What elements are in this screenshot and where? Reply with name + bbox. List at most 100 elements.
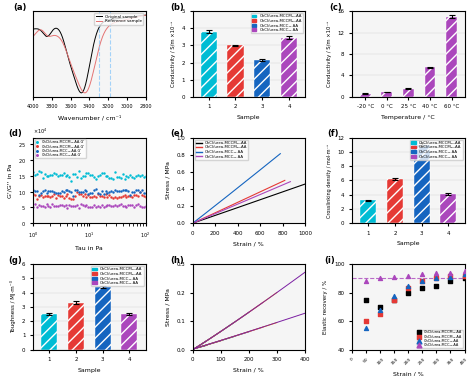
ChCl/urea-MCC₁₀-AA	[376, 307, 384, 313]
ChCl/urea-MCCM₂₀-AA	[391, 297, 398, 303]
ChCl/urea-MCC₁₀-AA-G'	[93, 187, 99, 191]
Original sample	[98, 23, 103, 28]
ChCl/urea-MCCM₂₀-AA	[363, 318, 370, 324]
ChCl/urea-MCC₂₀-AA	[447, 270, 454, 276]
ChCl/urea-MCC₂₀-AA-G'	[59, 203, 64, 208]
ChCl/urea-MCC₂₀-AA-G'	[143, 203, 148, 208]
ChCl/urea-MCCM₁₀-AA	[376, 304, 384, 310]
ChCl/urea-MCCM₁₀-AA-G'	[105, 174, 110, 179]
Line: ChCl/urea-MCC₁₀-AA-G': ChCl/urea-MCC₁₀-AA-G'	[32, 188, 146, 197]
Original sample	[84, 74, 90, 79]
ChCl/urea-MCCM₂₀-AA-G'	[143, 195, 148, 199]
Bar	[403, 89, 414, 97]
X-axis label: Strain / %: Strain / %	[393, 371, 424, 376]
ChCl/urea-MCCM₁₀-AA	[363, 297, 370, 303]
Legend: Original sample, Reference sample: Original sample, Reference sample	[94, 14, 144, 25]
ChCl/urea-MCC₁₀-AA-G'	[68, 190, 74, 194]
Legend: ChCl/urea-MCCM₁₀-AA-G', ChCl/urea-MCCM₂₀-AA-G', ChCl/urea-MCC₁₀-AA-G', ChCl/urea: ChCl/urea-MCCM₁₀-AA-G', ChCl/urea-MCCM₂₀…	[35, 139, 86, 158]
Y-axis label: Elastic recovery / %: Elastic recovery / %	[323, 280, 328, 334]
ChCl/urea-MCC₂₀-AA-G'	[30, 205, 36, 209]
ChCl/urea-MCC₁₀-AA-G'	[49, 189, 55, 193]
Text: (g): (g)	[9, 256, 22, 265]
Bar	[360, 200, 376, 223]
ChCl/urea-MCC₁₀-AA	[461, 271, 468, 277]
Y-axis label: G'/G'' in Pa: G'/G'' in Pa	[7, 163, 12, 198]
ChCl/urea-MCC₁₀-AA-G'	[30, 188, 36, 193]
X-axis label: Strain / %: Strain / %	[234, 241, 264, 246]
Bar	[446, 17, 457, 97]
Y-axis label: Conductivity / S/m ×10⁻³: Conductivity / S/m ×10⁻³	[171, 21, 176, 87]
Legend: ChCl/urea-MCCM₁₀-AA, ChCl/urea-MCCM₂₀-AA, ChCl/urea-MCC₁₀-AA, ChCl/urea-MCC₂₀-AA: ChCl/urea-MCCM₁₀-AA, ChCl/urea-MCCM₂₀-AA…	[410, 140, 463, 160]
Y-axis label: Stress / MPa: Stress / MPa	[166, 288, 171, 326]
Original sample	[140, 13, 146, 18]
X-axis label: Temperature / °C: Temperature / °C	[382, 115, 435, 120]
ChCl/urea-MCC₁₀-AA	[419, 278, 426, 284]
ChCl/urea-MCCM₂₀-AA	[376, 311, 384, 317]
ChCl/urea-MCC₁₀-AA	[433, 276, 440, 282]
ChCl/urea-MCC₂₀-AA	[419, 271, 426, 277]
ChCl/urea-MCCM₁₀-AA	[405, 290, 412, 296]
Line: Original sample: Original sample	[33, 15, 146, 93]
Bar	[387, 179, 403, 223]
ChCl/urea-MCCM₂₀-AA	[433, 276, 440, 282]
ChCl/urea-MCC₂₀-AA-G'	[66, 203, 72, 207]
ChCl/urea-MCC₁₀-AA	[447, 274, 454, 280]
ChCl/urea-MCCM₂₀-AA-G'	[66, 196, 72, 200]
ChCl/urea-MCCM₂₀-AA-G'	[59, 193, 64, 198]
ChCl/urea-MCC₂₀-AA-G'	[63, 203, 68, 208]
ChCl/urea-MCCM₂₀-AA-G'	[30, 192, 36, 196]
Reference sample	[98, 41, 103, 46]
Line: Reference sample: Reference sample	[33, 15, 146, 93]
Reference sample	[84, 88, 90, 93]
Reference sample	[30, 34, 36, 39]
Line: ChCl/urea-MCC₂₀-AA-G': ChCl/urea-MCC₂₀-AA-G'	[32, 203, 146, 209]
ChCl/urea-MCC₁₀-AA-G'	[105, 191, 110, 195]
ChCl/urea-MCCM₁₀-AA-G'	[63, 174, 68, 178]
X-axis label: Sample: Sample	[78, 368, 101, 373]
Text: (a): (a)	[13, 3, 27, 12]
Bar	[228, 45, 244, 97]
ChCl/urea-MCCM₁₀-AA	[391, 297, 398, 303]
ChCl/urea-MCCM₂₀-AA-G'	[103, 192, 109, 197]
ChCl/urea-MCC₁₀-AA-G'	[143, 190, 148, 195]
Bar	[41, 314, 57, 350]
ChCl/urea-MCC₁₀-AA-G'	[59, 189, 64, 194]
Legend: ChCl/urea-MCCM₁₀-AA, ChCl/urea-MCCM₂₀-AA, ChCl/urea-MCC₁₀-AA, ChCl/urea-MCC₂₀-AA: ChCl/urea-MCCM₁₀-AA, ChCl/urea-MCCM₂₀-AA…	[91, 266, 144, 286]
Y-axis label: Crosslinking density / mol·m⁻³: Crosslinking density / mol·m⁻³	[327, 143, 332, 218]
Y-axis label: Toughness / MJ·m⁻³: Toughness / MJ·m⁻³	[10, 280, 17, 334]
ChCl/urea-MCC₁₀-AA-G'	[63, 187, 68, 192]
Original sample	[91, 40, 97, 44]
Original sample	[123, 15, 128, 20]
Reference sample	[140, 14, 146, 18]
Original sample	[84, 77, 90, 82]
ChCl/urea-MCCM₁₀-AA	[461, 276, 468, 282]
ChCl/urea-MCC₁₀-AA	[391, 293, 398, 299]
ChCl/urea-MCCM₂₀-AA	[419, 278, 426, 284]
ChCl/urea-MCCM₁₀-AA	[433, 283, 440, 289]
Reference sample	[84, 89, 90, 94]
Text: (h): (h)	[170, 256, 184, 265]
ChCl/urea-MCCM₁₀-AA-G'	[70, 172, 76, 177]
Bar	[281, 38, 297, 97]
Legend: ChCl/urea-MCCM₁₀-AA, ChCl/urea-MCCM₂₀-AA, ChCl/urea-MCC₁₀-AA, ChCl/urea-MCC₂₀-AA: ChCl/urea-MCCM₁₀-AA, ChCl/urea-MCCM₂₀-AA…	[251, 13, 303, 33]
ChCl/urea-MCCM₁₀-AA-G'	[59, 173, 64, 177]
ChCl/urea-MCC₂₀-AA-G'	[68, 203, 74, 208]
ChCl/urea-MCC₂₀-AA	[461, 268, 468, 274]
Reference sample	[91, 66, 97, 70]
Reference sample	[143, 13, 148, 17]
ChCl/urea-MCC₂₀-AA-G'	[76, 206, 82, 211]
Legend: ChCl/urea-MCCM₁₀-AA, ChCl/urea-MCCM₂₀-AA, ChCl/urea-MCC₁₀-AA, ChCl/urea-MCC₂₀-AA: ChCl/urea-MCCM₁₀-AA, ChCl/urea-MCCM₂₀-AA…	[417, 329, 463, 348]
Bar	[121, 314, 137, 350]
Text: (b): (b)	[170, 3, 184, 12]
ChCl/urea-MCCM₂₀-AA-G'	[70, 197, 76, 202]
ChCl/urea-MCC₂₀-AA	[376, 276, 384, 282]
X-axis label: Sample: Sample	[237, 115, 261, 120]
ChCl/urea-MCCM₁₀-AA-G'	[49, 173, 55, 178]
ChCl/urea-MCC₁₀-AA-G'	[70, 193, 76, 198]
ChCl/urea-MCC₂₀-AA	[391, 274, 398, 280]
ChCl/urea-MCC₂₀-AA-G'	[49, 202, 55, 207]
ChCl/urea-MCCM₂₀-AA-G'	[63, 194, 68, 199]
ChCl/urea-MCCM₁₀-AA-G'	[30, 170, 36, 174]
ChCl/urea-MCC₂₀-AA	[363, 278, 370, 284]
Text: (d): (d)	[9, 129, 22, 138]
